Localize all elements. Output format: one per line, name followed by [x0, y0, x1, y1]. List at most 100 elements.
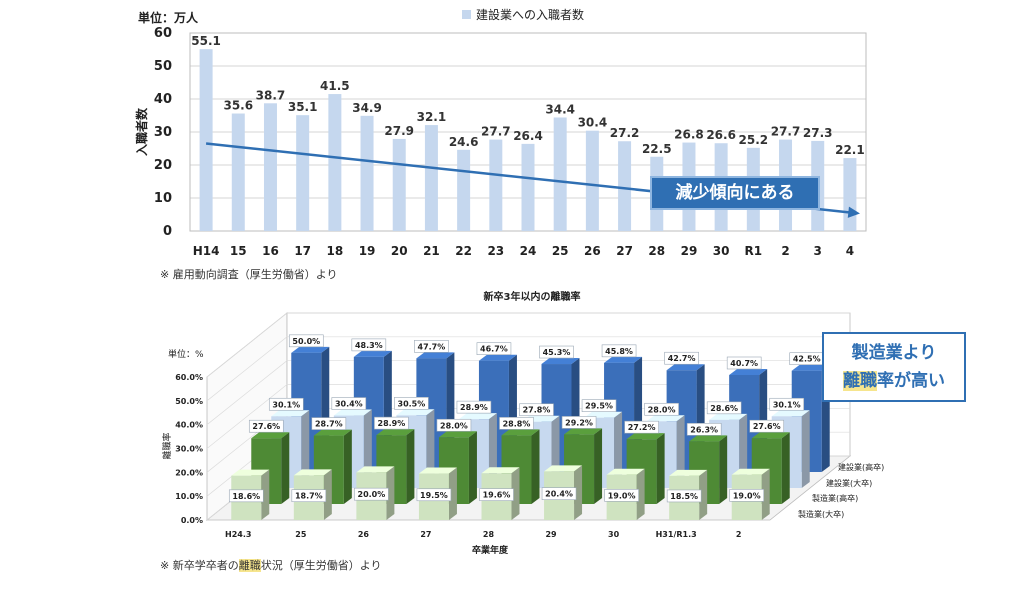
c2-bar-side — [574, 465, 583, 520]
c2-value-label: 45.8% — [605, 347, 633, 356]
c2-label-box — [416, 488, 452, 502]
c2-y-tick: 60.0% — [175, 373, 203, 382]
c2-bar-side — [636, 468, 645, 520]
c2-callout-highlight: 離職 — [843, 371, 877, 391]
c1-x-tick: 24 — [520, 244, 537, 258]
c2-bar-top — [709, 413, 748, 420]
c2-value-label: 28.7% — [315, 420, 343, 429]
c2-x-tick: 26 — [358, 530, 370, 539]
c2-bar-side — [594, 428, 603, 504]
c1-x-tick: 19 — [359, 244, 376, 258]
c1-legend-swatch — [462, 10, 471, 19]
c1-value-label: 27.7 — [481, 125, 511, 139]
c2-x-tick: 27 — [420, 530, 431, 539]
c2-bar-top — [731, 468, 770, 475]
c1-y-tick: 0 — [163, 224, 172, 239]
c1-value-label: 26.6 — [706, 128, 736, 142]
c2-bar-side — [343, 429, 352, 504]
c2-value-label: 19.0% — [608, 491, 636, 500]
c2-depth-labels: 建設業(高卒) 建設業(大卒) 製造業(高卒) 製造業(大卒) — [798, 462, 884, 519]
c2-value-label: 29.2% — [565, 418, 593, 427]
c1-bar — [521, 143, 535, 231]
c2-grid-side — [206, 312, 288, 378]
c2-xlabel: 卒業年度 — [472, 544, 509, 556]
c2-y-tick: 20.0% — [175, 468, 203, 477]
c2-y-tick: 30.0% — [175, 445, 203, 454]
c1-x-tick: 17 — [294, 244, 311, 258]
c2-label-box — [581, 399, 617, 412]
c2-value-label: 19.0% — [733, 491, 761, 500]
c2-bar-top — [313, 429, 352, 436]
c2-bar-top — [251, 432, 290, 439]
c2-bar-side — [468, 431, 477, 504]
c2-bar-top — [438, 431, 477, 438]
c1-x-tick: 20 — [391, 244, 408, 258]
entry-chart: 単位：万人 建設業への入職者数 入職者数 0 10 20 30 40 50 60 55.1 3… — [134, 7, 867, 258]
c2-y-tick: 0.0% — [181, 516, 203, 525]
c2-label-box — [726, 356, 762, 370]
c2-bar-top — [606, 468, 645, 475]
c1-value-label: 27.7 — [771, 125, 801, 139]
c2-bar-side — [801, 410, 810, 488]
c2-bar-top — [669, 469, 708, 476]
c1-value-label: 34.9 — [352, 101, 382, 115]
c2-bar-top — [689, 435, 728, 442]
c2-bar-top — [791, 364, 830, 371]
c1-value-labels: 55.135.638.735.141.534.927.932.124.627.7… — [191, 34, 864, 157]
c2-bar-side — [448, 467, 457, 520]
c2-value-label: 40.7% — [730, 359, 758, 368]
c2-callout-line2: 離職率が高い — [824, 367, 964, 395]
c2-label-box — [248, 419, 284, 433]
c2-label-box — [456, 400, 492, 414]
c2-x-tick: 25 — [295, 530, 307, 539]
c2-callout-line1: 製造業より — [851, 343, 937, 363]
c2-y-tick: 10.0% — [175, 492, 203, 501]
c2-bar-top — [333, 409, 372, 416]
c1-value-label: 34.4 — [545, 102, 575, 116]
c2-bar-top — [564, 428, 603, 435]
c1-bar — [424, 125, 438, 231]
c2-label-box — [666, 489, 702, 503]
c2-label-box — [624, 420, 659, 434]
c2-label-box — [394, 397, 429, 410]
c2-value-label: 30.1% — [773, 400, 801, 409]
c2-value-label: 20.0% — [358, 490, 386, 499]
c2-bar-top — [396, 409, 435, 416]
c1-y-tick: 30 — [154, 125, 172, 140]
c1-trend-arrowhead — [847, 206, 860, 218]
c2-value-label: 30.5% — [398, 399, 426, 408]
c2-source-note: ※ 新卒学卒者の離職状況（厚生労働省）より — [160, 557, 382, 573]
c1-value-label: 41.5 — [320, 79, 350, 93]
c2-label-box — [476, 342, 512, 355]
c2-grid-side — [206, 384, 288, 449]
c1-value-label: 38.7 — [256, 88, 286, 102]
c1-y-tick: 10 — [154, 191, 172, 206]
c2-x-tick: H24.3 — [225, 530, 251, 539]
c2-source-pre: ※ 新卒学卒者の — [160, 559, 239, 572]
c1-value-label: 25.2 — [739, 133, 769, 147]
c2-source-post: 状況（厚生労働省）より — [260, 559, 382, 572]
c2-bar-side — [699, 469, 708, 520]
c2-value-label: 42.7% — [668, 354, 696, 363]
c1-x-ticks: H14 15 16 17 18 19 20 21 22 23 24 25 26 27 28 29 30 R1 2 3 4 — [193, 244, 854, 258]
c2-value-label: 48.3% — [355, 341, 383, 350]
c1-x-tick: R1 — [745, 244, 763, 258]
c1-bar — [618, 141, 632, 231]
c2-label-box — [541, 487, 577, 500]
c2-bar-side — [719, 435, 728, 504]
c2-x-tick: 28 — [483, 530, 495, 539]
c2-value-label: 27.2% — [628, 423, 656, 432]
c1-x-tick: 28 — [648, 244, 665, 258]
c2-x-tick: 29 — [545, 530, 557, 539]
c1-bar — [489, 139, 503, 231]
c2-bar-top — [356, 466, 395, 473]
c2-bar-top — [353, 350, 392, 357]
c2-bar-top — [626, 433, 665, 440]
c1-bar — [231, 113, 245, 231]
c2-label-box — [601, 344, 637, 358]
c1-x-tick: 23 — [487, 244, 504, 258]
c2-bar-top — [418, 467, 457, 474]
c2-value-label: 28.9% — [378, 419, 406, 428]
c2-bar-top — [291, 346, 330, 353]
